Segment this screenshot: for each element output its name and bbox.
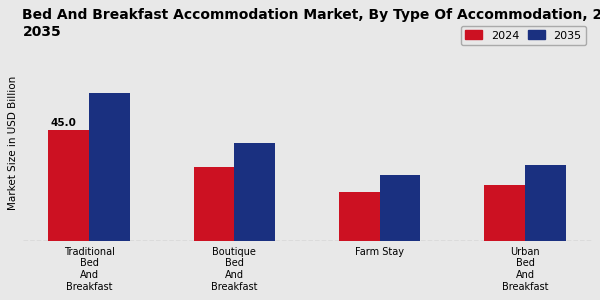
Legend: 2024, 2035: 2024, 2035 xyxy=(461,26,586,45)
Bar xyxy=(49,130,89,241)
Bar xyxy=(339,192,380,241)
Bar xyxy=(235,142,275,241)
Y-axis label: Market Size in USD Billion: Market Size in USD Billion xyxy=(8,76,19,210)
Bar xyxy=(484,184,525,241)
Bar xyxy=(380,175,421,241)
Bar xyxy=(525,165,566,241)
Text: 45.0: 45.0 xyxy=(50,118,76,128)
Text: Bed And Breakfast Accommodation Market, By Type Of Accommodation, 2024-
2035: Bed And Breakfast Accommodation Market, … xyxy=(23,8,600,38)
Bar xyxy=(194,167,235,241)
Bar xyxy=(89,93,130,241)
